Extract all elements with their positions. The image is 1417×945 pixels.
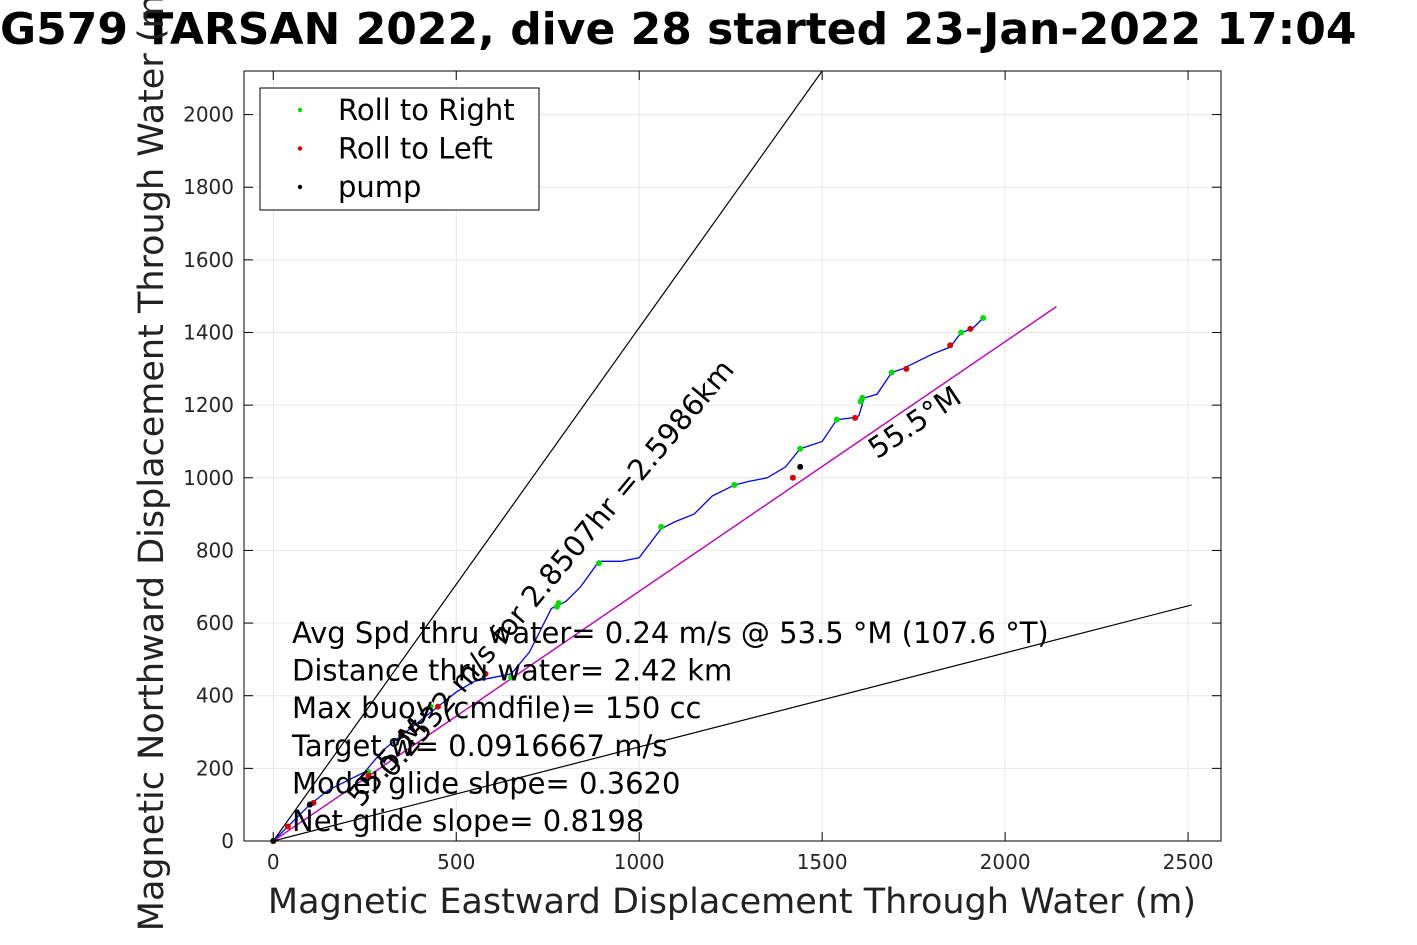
roll-left-marker xyxy=(852,414,859,421)
roll-right-marker xyxy=(859,394,866,401)
annotation: 55.5°M xyxy=(862,379,967,465)
roll-right-marker xyxy=(980,314,987,321)
roll-right-marker xyxy=(595,560,602,567)
y-tick-label: 600 xyxy=(196,611,234,635)
roll-left-marker xyxy=(482,670,489,677)
reference-line xyxy=(272,71,823,841)
y-tick-label: 200 xyxy=(196,756,234,780)
x-tick-label: 2000 xyxy=(980,850,1031,874)
x-tick-label: 1000 xyxy=(614,850,665,874)
roll-left-marker xyxy=(434,703,441,710)
legend[interactable]: Roll to Right Roll to Left pump xyxy=(259,87,540,211)
stats-line: Distance thru water= 2.42 km xyxy=(292,654,732,688)
legend-marker xyxy=(297,107,303,113)
chart-title: G579 TARSAN 2022, dive 28 started 23-Jan… xyxy=(0,4,1357,55)
stats-line: Model glide slope= 0.3620 xyxy=(292,766,680,800)
y-tick-label: 400 xyxy=(196,684,234,708)
x-tick-label: 2500 xyxy=(1163,850,1214,874)
roll-left-marker xyxy=(365,772,372,779)
series-lines xyxy=(272,306,1057,841)
y-tick-label: 1000 xyxy=(183,466,234,490)
pump-marker xyxy=(797,463,804,470)
series-line xyxy=(272,306,1057,841)
roll-right-marker xyxy=(731,482,738,489)
y-tick-label: 800 xyxy=(196,538,234,562)
legend-box xyxy=(259,87,540,211)
stats-line: Net glide slope= 0.8198 xyxy=(292,804,644,838)
reference-line xyxy=(273,604,1192,841)
stats-line: Max buoy (cmdfile)= 150 cc xyxy=(292,691,701,725)
roll-right-marker xyxy=(555,600,562,607)
y-tick-label: 2000 xyxy=(183,103,234,127)
roll-left-marker xyxy=(284,823,291,830)
roll-right-marker xyxy=(797,445,804,452)
ticks: 0 500 1000 1500 2000 2500 0 200 400 600 800 1000 120… xyxy=(183,71,1221,874)
y-tick-label: 1800 xyxy=(183,175,234,199)
stats-line: Avg Spd thru water= 0.24 m/s @ 53.5 °M (… xyxy=(292,616,1049,650)
roll-left-marker xyxy=(967,325,974,332)
x-tick-label: 1500 xyxy=(797,850,848,874)
roll-left-marker xyxy=(903,365,910,372)
y-axis-label: Magnetic Northward Displacement Through … xyxy=(132,0,172,931)
roll-left-marker xyxy=(947,342,954,349)
y-tick-label: 1600 xyxy=(183,248,234,272)
legend-marker xyxy=(297,146,303,151)
stats-text: Avg Spd thru water= 0.24 m/s @ 53.5 °M (… xyxy=(291,616,1049,838)
legend-marker xyxy=(297,184,303,190)
legend-label: Roll to Left xyxy=(338,132,493,166)
legend-label: Roll to Right xyxy=(338,93,515,127)
roll-right-marker xyxy=(833,416,840,423)
roll-right-marker xyxy=(508,674,515,681)
legend-label: pump xyxy=(338,170,421,204)
pump-marker xyxy=(398,732,405,739)
x-tick-label: 500 xyxy=(437,850,475,874)
x-axis-label: Magnetic Eastward Displacement Through W… xyxy=(268,882,1196,922)
stats-line: Target w= 0.0916667 m/s xyxy=(291,729,667,763)
x-tick-label: 0 xyxy=(267,850,280,874)
series-line xyxy=(272,317,984,841)
roll-right-marker xyxy=(958,329,965,336)
pump-marker xyxy=(306,801,313,808)
roll-right-marker xyxy=(427,703,434,710)
axes-box xyxy=(243,70,1222,842)
roll-right-marker xyxy=(888,369,895,376)
y-tick-label: 1200 xyxy=(183,393,234,417)
roll-left-marker xyxy=(789,474,796,481)
y-tick-label: 1400 xyxy=(183,321,234,345)
grid xyxy=(244,71,1221,842)
roll-right-marker xyxy=(658,523,665,530)
markers xyxy=(270,314,987,844)
y-tick-label: 0 xyxy=(221,829,234,853)
